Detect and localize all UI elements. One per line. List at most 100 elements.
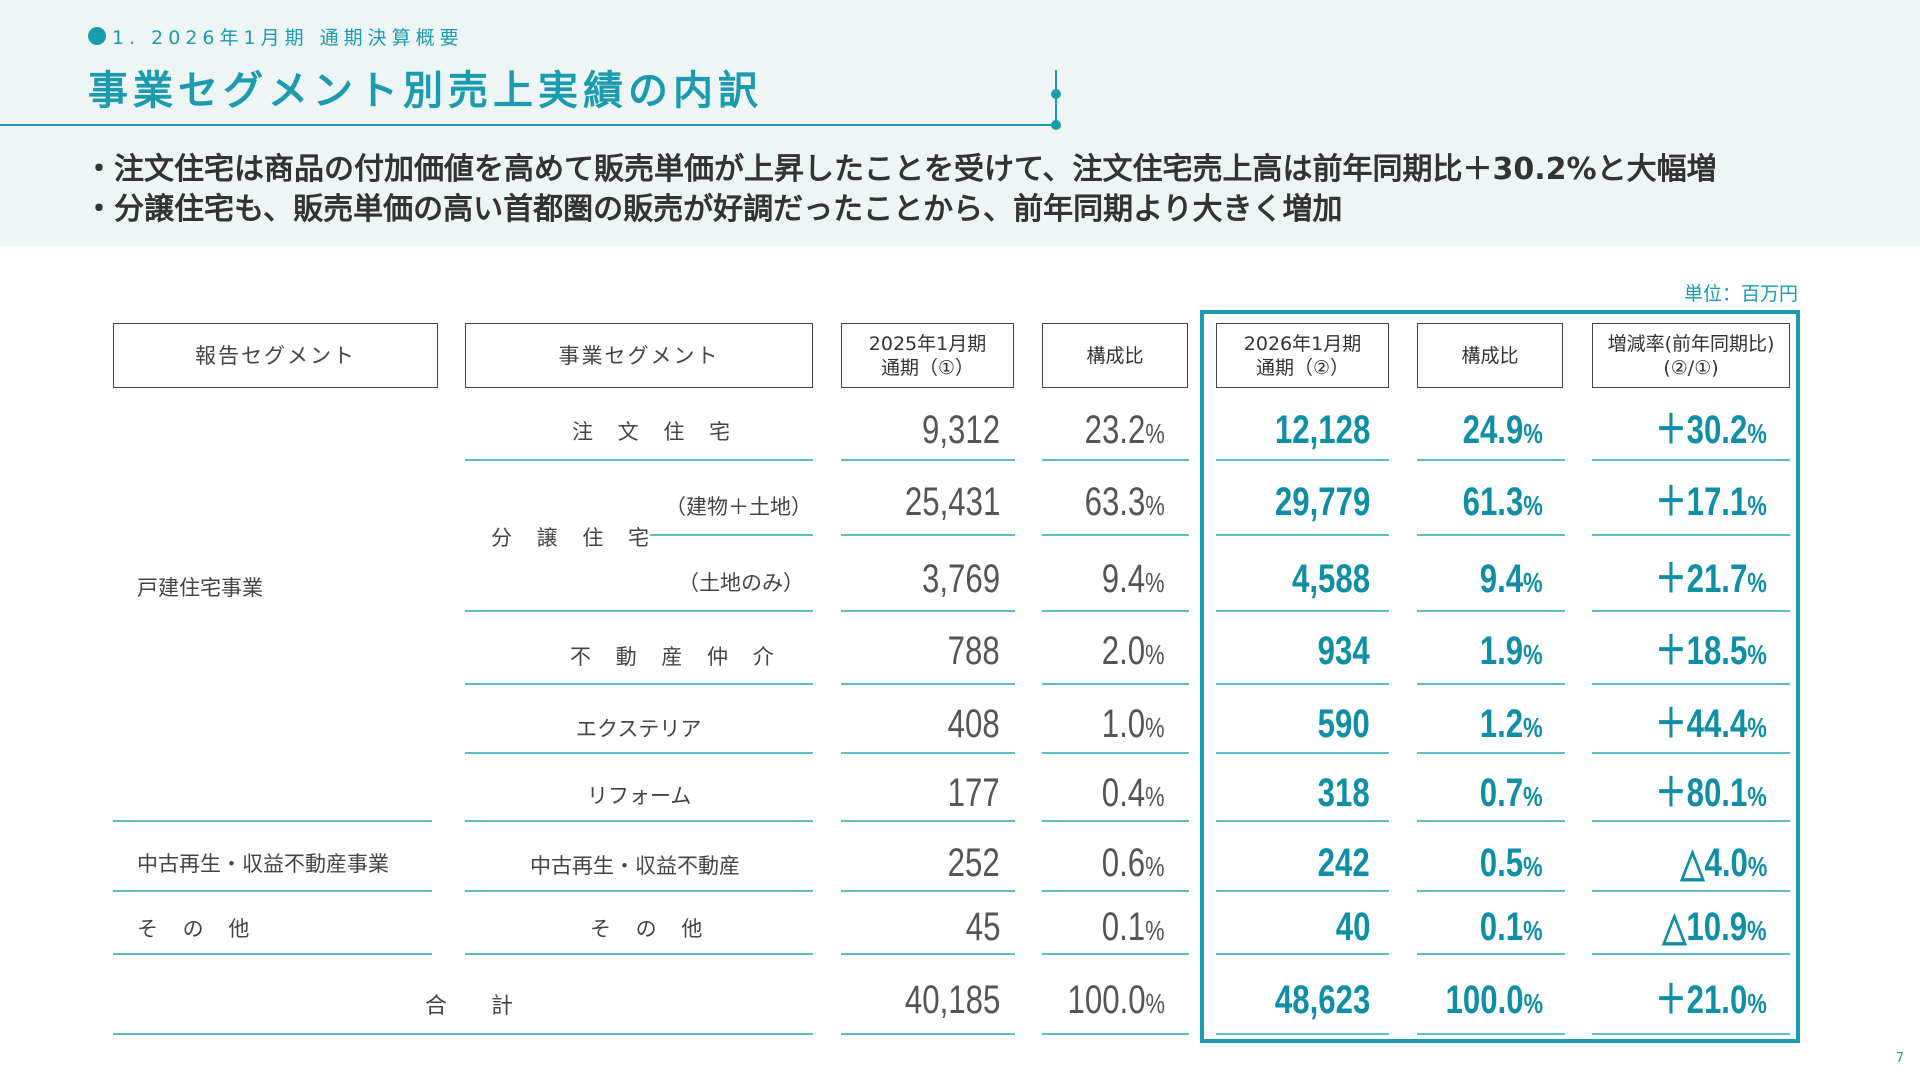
cell-curr-amount-value: 934 (1317, 629, 1370, 673)
cell-curr-amount-value: 4,588 (1291, 557, 1370, 601)
cell-curr-ratio-value: 1.9 (1480, 629, 1524, 673)
cell-prev-ratio: 0.1% (1102, 904, 1165, 954)
row-divider (1216, 610, 1389, 612)
total-label: 合 計 (425, 994, 514, 1019)
cell-curr-amount: 590 (1318, 701, 1370, 747)
cell-prev-amount: 408 (948, 701, 1000, 747)
cell-curr-ratio: 1.9% (1480, 628, 1543, 678)
row-divider (1417, 683, 1565, 685)
cell-curr-amount: 4,588 (1292, 556, 1370, 602)
percent-sign: % (1523, 418, 1543, 449)
cell-prev-amount-value: 40,185 (904, 978, 1000, 1022)
percent-sign: % (1145, 781, 1165, 812)
cell-prev-ratio: 2.0% (1102, 628, 1165, 678)
percent-sign: % (1747, 639, 1767, 670)
page-number: 7 (1895, 1051, 1904, 1066)
cell-prev-ratio: 100.0% (1067, 977, 1165, 1027)
row-divider (1592, 459, 1790, 461)
row-divider (1042, 610, 1189, 612)
cell-curr-amount: 40 (1335, 904, 1370, 950)
report-segment-detached-housing: 戸建住宅事業 (137, 576, 263, 600)
row-divider (1042, 953, 1189, 955)
current-period-highlight (1200, 310, 1800, 1043)
report-segment-other: そ の 他 (137, 917, 259, 941)
segment-exterior: エクステリア (576, 717, 702, 741)
total-divider (841, 1033, 1015, 1035)
row-divider (841, 953, 1015, 955)
row-divider (1042, 752, 1189, 754)
percent-sign: % (1523, 567, 1543, 598)
percent-sign: % (1747, 712, 1767, 743)
cell-prev-ratio: 0.4% (1102, 770, 1165, 820)
cell-curr-amount-value: 40 (1335, 905, 1370, 949)
cell-curr-ratio: 0.5% (1480, 840, 1543, 890)
cell-prev-amount-value: 252 (947, 841, 1000, 885)
cell-curr-amount: 318 (1318, 770, 1370, 816)
total-divider (1592, 1033, 1790, 1035)
row-divider (1216, 890, 1389, 892)
cell-prev-ratio: 9.4% (1102, 556, 1165, 606)
cell-curr-ratio-value: 0.1 (1480, 905, 1524, 949)
percent-sign: % (1145, 915, 1165, 946)
connector-node-icon (1051, 120, 1061, 130)
cell-curr-ratio-value: 100.0 (1445, 978, 1524, 1022)
connector-node-icon (1051, 89, 1061, 99)
cell-prev-ratio-value: 63.3 (1084, 480, 1146, 524)
percent-sign: % (1747, 567, 1767, 598)
cell-curr-ratio-value: 0.7 (1480, 771, 1524, 815)
cell-prev-amount: 45 (965, 904, 1000, 950)
cell-growth: ＋80.1% (1656, 770, 1767, 820)
row-divider (1042, 534, 1189, 536)
title-underline (0, 124, 1056, 126)
percent-sign: % (1523, 915, 1543, 946)
cell-growth-value: ＋30.2 (1655, 408, 1748, 452)
row-divider (465, 820, 813, 822)
row-divider (1216, 459, 1389, 461)
bullet-1: ・注文住宅は商品の付加価値を高めて販売単価が上昇したことを受けて、注文住宅売上高… (84, 152, 1717, 187)
segment-reform: リフォーム (587, 784, 692, 808)
percent-sign: % (1145, 639, 1165, 670)
page-title: 事業セグメント別売上実績の内訳 (88, 68, 763, 114)
cell-curr-ratio: 9.4% (1480, 556, 1543, 606)
cell-curr-amount-value: 48,623 (1274, 978, 1370, 1022)
unit-label: 単位：百万円 (1683, 283, 1798, 305)
cell-prev-amount-value: 788 (947, 629, 1000, 673)
segment-custom-housing: 注 文 住 宅 (572, 420, 740, 444)
cell-growth-value: ＋21.0 (1655, 978, 1748, 1022)
header-growth: 増減率(前年同期比) (②/①) (1592, 323, 1790, 388)
cell-prev-amount-value: 408 (947, 702, 1000, 746)
cell-growth-value: ＋18.5 (1655, 629, 1748, 673)
cell-curr-ratio: 100.0% (1445, 977, 1543, 1027)
row-divider (1417, 752, 1565, 754)
cell-prev-ratio-value: 1.0 (1102, 702, 1146, 746)
cell-curr-amount-value: 12,128 (1274, 408, 1370, 452)
row-divider (841, 752, 1015, 754)
cell-prev-ratio: 63.3% (1085, 479, 1165, 529)
cell-prev-ratio: 23.2% (1085, 407, 1165, 457)
total-divider (113, 1033, 813, 1035)
row-divider (1042, 683, 1189, 685)
cell-prev-ratio-value: 2.0 (1102, 629, 1146, 673)
header-curr-ratio: 構成比 (1417, 323, 1563, 388)
cell-prev-ratio-value: 0.1 (1102, 905, 1146, 949)
cell-curr-ratio-value: 24.9 (1462, 408, 1524, 452)
cell-prev-ratio-value: 9.4 (1102, 557, 1146, 601)
row-divider (1417, 820, 1565, 822)
cell-curr-amount: 29,779 (1275, 479, 1370, 525)
header-curr-period: 2026年1月期 通期（②） (1216, 323, 1389, 388)
breadcrumb: 1. 2026年1月期 通期決算概要 (88, 22, 464, 50)
cell-curr-amount: 12,128 (1275, 407, 1370, 453)
cell-prev-amount-value: 177 (947, 771, 1000, 815)
row-divider (1216, 953, 1389, 955)
total-divider (1417, 1033, 1565, 1035)
header-report-segment: 報告セグメント (113, 323, 438, 388)
summary-bullets: ・注文住宅は商品の付加価値を高めて販売単価が上昇したことを受けて、注文住宅売上高… (84, 150, 1914, 230)
row-divider (1216, 752, 1389, 754)
cell-growth-value: ＋21.7 (1655, 557, 1748, 601)
cell-prev-ratio-value: 0.4 (1102, 771, 1146, 815)
row-divider (1592, 953, 1790, 955)
cell-curr-ratio-value: 0.5 (1480, 841, 1524, 885)
cell-curr-ratio: 61.3% (1463, 479, 1543, 529)
cell-curr-amount-value: 590 (1317, 702, 1370, 746)
cell-curr-amount-value: 29,779 (1274, 480, 1370, 524)
